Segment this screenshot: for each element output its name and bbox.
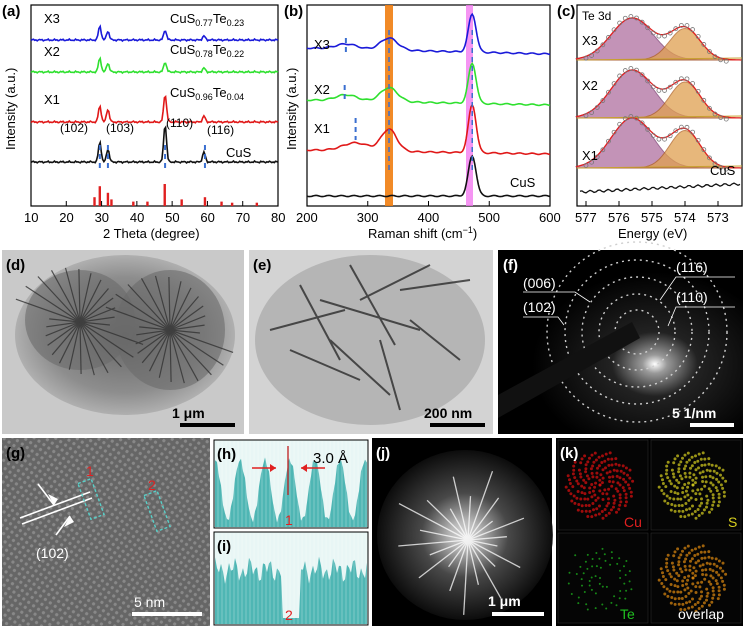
panel-b-ticks: 200 300 400 500 600 <box>296 201 561 225</box>
a-tick-label: 70 <box>236 210 250 225</box>
scale-label-f: 5 1/nm <box>672 405 716 421</box>
panel-c: (c) Te 3d Energy (eV) 577 576 575 574 573 X3… <box>557 3 743 241</box>
label-x3: X3 <box>44 11 60 26</box>
panel-k-letter: (k) <box>560 445 578 462</box>
a-tick-label: 10 <box>24 210 38 225</box>
panel-c-xlabel: Energy (eV) <box>618 226 687 241</box>
panel-f-letter: (f) <box>503 257 518 274</box>
b-tick-label: 300 <box>357 210 379 225</box>
ring-116: (116) <box>676 259 708 275</box>
formula-x1: CuS0.96Te0.04 <box>170 85 244 102</box>
peak-103: (103) <box>106 121 134 135</box>
panel-c-title: Te 3d <box>582 9 611 23</box>
panel-a-letter: (a) <box>2 3 20 20</box>
panel-g: (g) (102) 1 2 5 nm <box>2 438 210 626</box>
plane-label-g: (102) <box>36 545 69 561</box>
ring-006: (006) <box>523 275 556 291</box>
ring-110: (110) <box>676 289 708 305</box>
panel-b: (b) Intensity (a.u.) Raman shift (cm−1) … <box>284 3 561 241</box>
c-tick-label: 575 <box>641 210 663 225</box>
b-label-x3: X3 <box>314 37 330 52</box>
panel-h-letter: (h) <box>217 446 236 463</box>
c-tick-label: 576 <box>608 210 630 225</box>
panel-a-ticks: 10 20 30 40 50 60 70 80 <box>24 184 285 225</box>
a-tick-label: 60 <box>200 210 214 225</box>
panel-a: (a) Intensity (a.u.) 2 Theta (degree) 10… <box>2 3 285 241</box>
panel-g-letter: (g) <box>6 445 25 462</box>
panel-c-letter: (c) <box>557 3 575 20</box>
panel-b-ylabel: Intensity (a.u.) <box>284 68 299 150</box>
scale-bar-g <box>132 612 202 616</box>
c-label-cus: CuS <box>710 163 736 178</box>
label-x1: X1 <box>44 92 60 107</box>
map-te-label: Te <box>620 606 635 622</box>
panel-a-xlabel: 2 Theta (degree) <box>103 226 200 241</box>
a-tick-label: 50 <box>165 210 179 225</box>
label-cus: CuS <box>226 145 252 160</box>
scale-label-g: 5 nm <box>134 594 165 610</box>
b-tick-label: 500 <box>478 210 500 225</box>
map-cu-label: Cu <box>624 514 642 530</box>
b-tick-label: 600 <box>539 210 561 225</box>
c-tick-label: 577 <box>575 210 597 225</box>
scale-bar-f <box>690 423 734 427</box>
c-label-x1: X1 <box>582 148 598 163</box>
panel-a-labels: X3 X2 X1 CuS0.77Te0.23 CuS0.78Te0.22 CuS… <box>44 11 252 160</box>
b-tick-label: 400 <box>418 210 440 225</box>
mark-1: 1 <box>86 463 94 479</box>
panel-d: (d) 1 μm <box>2 250 244 434</box>
panel-b-curves <box>306 12 551 198</box>
panel-a-curves <box>30 24 279 170</box>
panel-c-ticks: 577 576 575 574 573 <box>575 201 729 225</box>
scale-bar-j <box>492 612 544 616</box>
panel-b-letter: (b) <box>284 3 303 20</box>
panel-h: (h) 3.0 Å 1 <box>213 439 369 529</box>
panel-j-letter: (j) <box>376 445 390 462</box>
beam-stop <box>498 322 640 418</box>
scale-label-d: 1 μm <box>172 405 205 421</box>
scale-bar-e <box>430 423 485 427</box>
scale-bar-d <box>180 423 235 427</box>
c-tick-label: 574 <box>674 210 696 225</box>
panel-c-curves <box>575 14 743 194</box>
b-tick-label: 200 <box>296 210 318 225</box>
panel-i: (i) 2 <box>213 531 369 626</box>
formula-x2: CuS0.78Te0.22 <box>170 42 244 59</box>
c-label-x2: X2 <box>582 78 598 93</box>
pink-band <box>466 5 473 206</box>
scale-label-j: 1 μm <box>488 593 521 609</box>
spacing-label: 3.0 Å <box>313 450 348 467</box>
map-s-label: S <box>728 514 737 530</box>
peak-110: (110) <box>166 116 193 130</box>
panel-e: (e) 200 nm <box>249 250 493 434</box>
scale-label-e: 200 nm <box>424 405 472 421</box>
panel-k: (k) Cu S Te overlap <box>556 438 743 626</box>
c-label-x3: X3 <box>582 33 598 48</box>
profile-num-1: 1 <box>285 512 293 528</box>
peak-116: (116) <box>207 123 234 137</box>
label-x2: X2 <box>44 44 60 59</box>
b-label-x1: X1 <box>314 121 330 136</box>
a-tick-label: 80 <box>271 210 285 225</box>
panel-d-letter: (d) <box>6 257 25 274</box>
c-tick-label: 573 <box>707 210 729 225</box>
panel-e-letter: (e) <box>253 257 271 274</box>
map-overlap-label: overlap <box>678 606 724 622</box>
panel-b-xlabel: Raman shift (cm−1) <box>368 225 477 241</box>
profile-num-2: 2 <box>285 607 293 623</box>
panel-j: (j) 1 μm <box>372 438 553 626</box>
peak-102: (102) <box>60 121 88 135</box>
b-label-x2: X2 <box>314 82 330 97</box>
panel-f: (f) (006) (102) (116) (110) 5 1/nm <box>498 241 743 434</box>
a-tick-label: 30 <box>95 210 109 225</box>
panel-i-letter: (i) <box>217 538 231 555</box>
ring-102: (102) <box>523 299 556 315</box>
a-tick-label: 40 <box>130 210 144 225</box>
mark-2: 2 <box>148 477 156 493</box>
panel-a-ylabel: Intensity (a.u.) <box>3 68 18 150</box>
b-label-cus: CuS <box>510 175 536 190</box>
formula-x3: CuS0.77Te0.23 <box>170 11 244 28</box>
a-tick-label: 20 <box>59 210 73 225</box>
